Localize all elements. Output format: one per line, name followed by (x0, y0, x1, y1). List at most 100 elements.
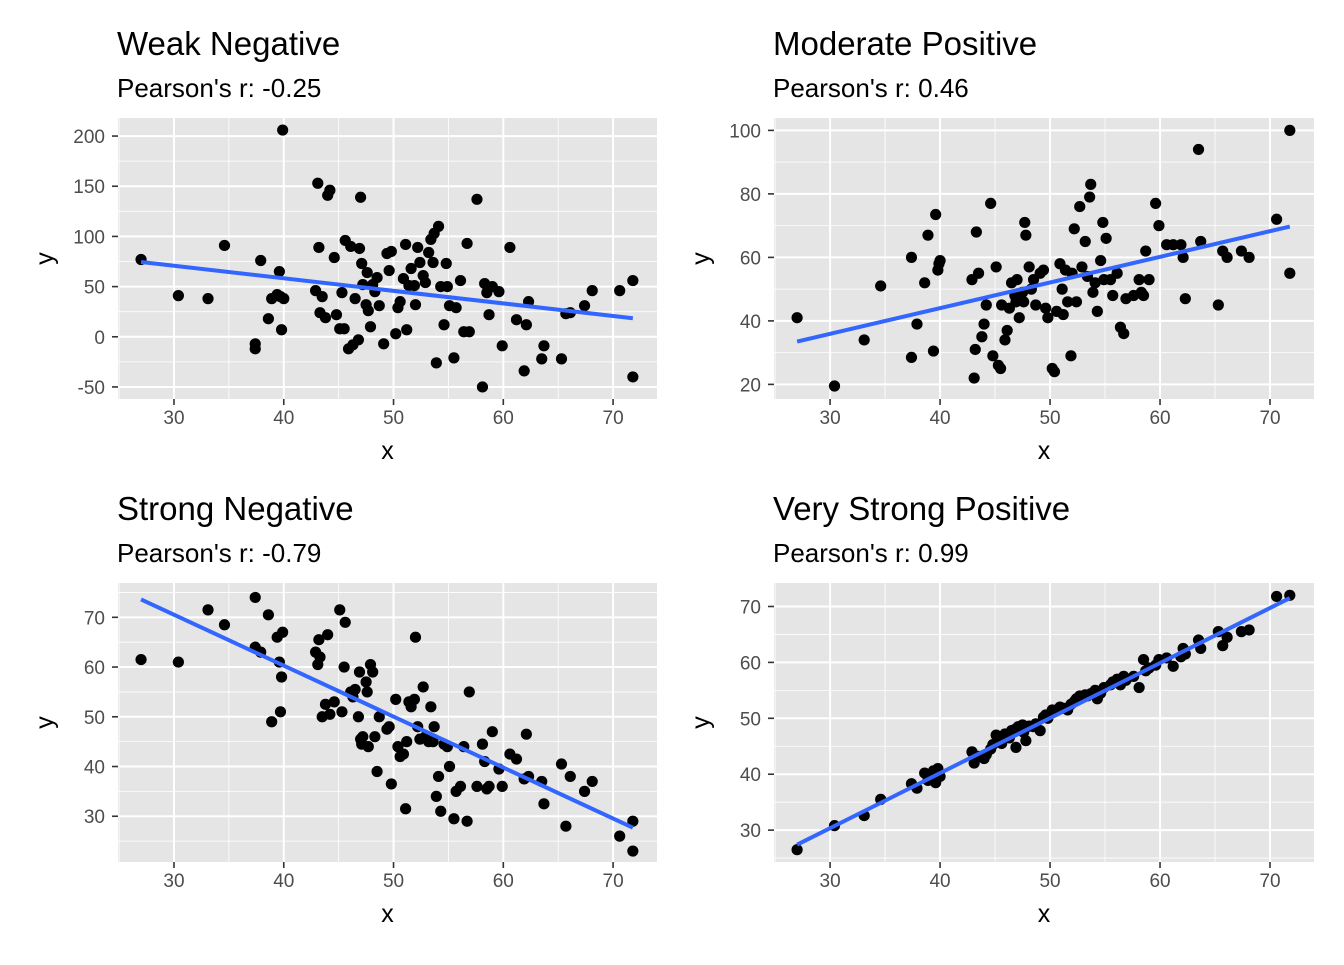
y-tick-label: 80 (740, 185, 761, 206)
data-point (172, 290, 184, 302)
panel-title: Strong Negative (117, 490, 354, 527)
data-point (614, 285, 626, 297)
data-point (476, 381, 489, 393)
x-tick-label: 60 (1149, 408, 1170, 429)
data-point (364, 321, 377, 333)
data-point (1235, 245, 1248, 257)
y-tick-label: 150 (73, 177, 105, 198)
data-point (1056, 283, 1068, 295)
data-point (409, 299, 422, 311)
data-point (493, 286, 505, 298)
data-point (496, 780, 508, 793)
data-point (324, 184, 336, 196)
data-point (1221, 631, 1233, 643)
scatter-panel: Strong Negative Pearson's r: -0.79 30 40 50 6… (31, 490, 657, 928)
data-point (378, 338, 390, 350)
data-point (266, 716, 278, 728)
data-point (278, 293, 290, 305)
data-point (262, 313, 274, 325)
data-point (249, 591, 261, 604)
data-point (357, 731, 369, 743)
y-tick-label: -50 (78, 378, 105, 399)
data-point (905, 351, 918, 364)
data-point (1057, 308, 1069, 321)
data-point (536, 353, 548, 365)
data-point (135, 653, 147, 666)
data-point (273, 265, 285, 278)
data-point (448, 352, 460, 364)
data-point (1091, 305, 1103, 317)
y-tick-label: 100 (729, 121, 761, 142)
data-point (627, 815, 639, 827)
data-point (432, 770, 445, 783)
x-tick-label: 70 (603, 408, 624, 429)
data-point (463, 686, 475, 698)
data-point (1243, 251, 1255, 263)
data-point (578, 300, 591, 312)
x-tick-label: 30 (820, 871, 841, 892)
data-point (361, 686, 373, 698)
data-point (390, 328, 402, 340)
data-point (1137, 289, 1150, 302)
data-point (1084, 191, 1096, 203)
y-tick-label: 20 (740, 375, 761, 396)
data-point (504, 241, 516, 254)
data-point (1221, 251, 1233, 263)
data-point (408, 279, 420, 292)
data-point (1175, 239, 1187, 251)
x-tick-label: 40 (929, 871, 950, 892)
data-point (443, 760, 456, 773)
data-point (428, 721, 440, 733)
data-point (373, 300, 385, 312)
data-point (349, 293, 361, 305)
data-point (927, 345, 940, 357)
data-point (1070, 296, 1083, 308)
data-point (394, 296, 406, 308)
data-point (397, 748, 410, 760)
data-point (1010, 296, 1022, 308)
data-point (275, 324, 288, 336)
x-tick-label: 50 (383, 408, 404, 429)
data-point (586, 285, 598, 297)
data-point (1177, 251, 1189, 263)
x-tick-label: 40 (273, 408, 294, 429)
data-point (911, 318, 923, 330)
data-point (202, 604, 214, 616)
y-tick-label: 100 (73, 227, 105, 248)
data-point (538, 798, 550, 810)
data-point (1137, 653, 1150, 666)
data-point (1271, 213, 1283, 225)
data-point (412, 241, 424, 254)
data-point (369, 731, 381, 743)
data-point (313, 241, 325, 254)
x-tick-label: 50 (383, 871, 404, 892)
data-point (383, 721, 395, 733)
data-point (476, 738, 489, 750)
data-point (319, 312, 332, 324)
data-layer (791, 589, 1296, 856)
data-point (1150, 197, 1162, 210)
panel-title: Very Strong Positive (773, 490, 1070, 527)
data-point (314, 651, 326, 663)
y-axis-title: y (687, 252, 715, 265)
data-point (970, 226, 982, 238)
data-point (400, 803, 412, 815)
data-point (338, 661, 350, 673)
y-axis-title: y (687, 716, 715, 729)
data-point (1100, 232, 1112, 244)
panel-title: Moderate Positive (773, 25, 1037, 62)
data-point (427, 736, 439, 748)
data-point (360, 676, 372, 688)
data-point (1065, 350, 1077, 362)
data-point (338, 323, 350, 335)
y-tick-label: 50 (740, 709, 761, 730)
data-point (1020, 229, 1032, 241)
regression-line (796, 224, 1291, 344)
data-point (432, 220, 445, 232)
x-axis-title: x (381, 900, 394, 928)
data-point (385, 778, 397, 790)
data-point (401, 324, 413, 336)
data-point (328, 251, 340, 264)
data-point (564, 770, 576, 783)
x-axis-title: x (1038, 900, 1051, 928)
